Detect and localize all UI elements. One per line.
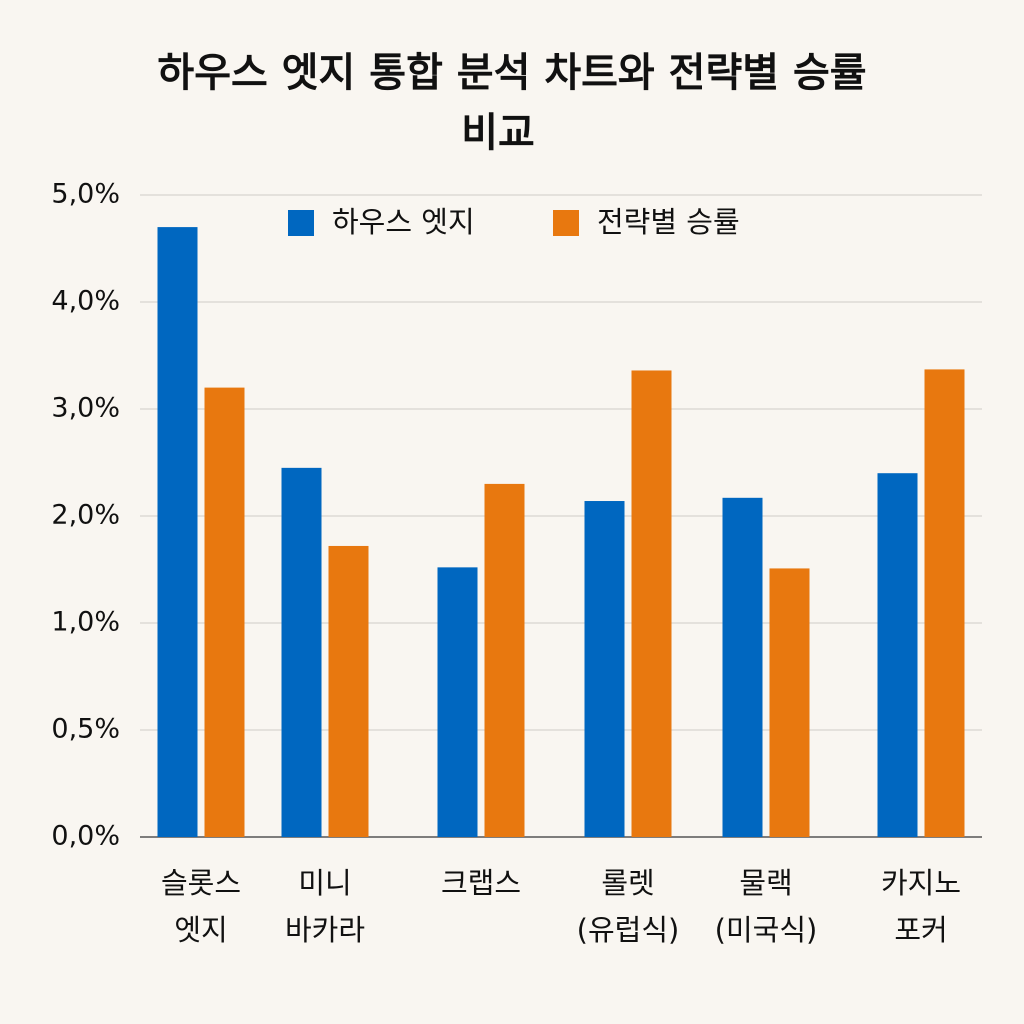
bar: [328, 545, 369, 837]
y-tick-label: 0,0%: [51, 821, 120, 852]
bar: [281, 467, 322, 837]
x-tick-label: 카지노: [881, 866, 961, 900]
bar: [204, 387, 245, 837]
chart-title: 하우스 엣지 통합 분석 차트와 전략별 승률: [157, 50, 866, 96]
bar: [722, 497, 763, 837]
x-tick-label: 롤렛: [601, 866, 654, 900]
bar: [157, 227, 198, 838]
x-tick-label: 슬롯스: [161, 866, 241, 900]
x-tick-label: 미니: [298, 866, 351, 900]
bar: [631, 370, 672, 837]
x-tick-label: 엣지: [174, 913, 227, 947]
y-tick-label: 5,0%: [51, 179, 120, 210]
x-tick-label: 물랙: [739, 866, 792, 900]
legend-label: 전략별 승률: [597, 205, 740, 239]
legend-swatch: [553, 210, 579, 236]
legend-swatch: [288, 210, 314, 236]
y-tick-label: 1,0%: [51, 607, 120, 638]
x-tick-label: 포커: [894, 913, 947, 947]
legend-label: 하우스 엣지: [332, 205, 475, 239]
x-tick-label: (미국식): [715, 913, 818, 947]
chart-title: 비교: [461, 110, 535, 156]
y-tick-label: 0,5%: [51, 714, 120, 745]
bar: [924, 369, 965, 837]
x-tick-label: 크랩스: [441, 866, 521, 900]
y-tick-label: 4,0%: [51, 286, 120, 317]
bar: [584, 501, 625, 837]
y-tick-label: 3,0%: [51, 393, 120, 424]
bar: [769, 568, 810, 837]
x-tick-label: (유럽식): [577, 913, 680, 947]
bar: [877, 473, 918, 837]
bar: [437, 567, 478, 837]
x-tick-label: 바카라: [285, 913, 365, 947]
y-tick-label: 2,0%: [51, 500, 120, 531]
bar: [484, 483, 525, 837]
